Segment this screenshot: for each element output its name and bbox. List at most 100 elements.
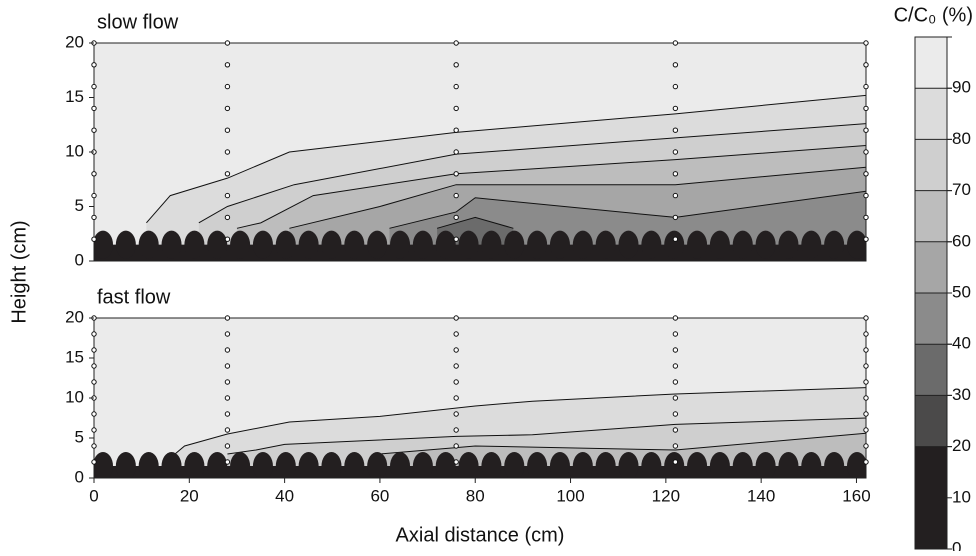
particle — [824, 230, 845, 259]
sample-point — [91, 411, 97, 417]
sample-point — [453, 411, 459, 417]
sample-point — [224, 236, 231, 242]
sample-point — [453, 105, 459, 112]
sample-point — [91, 363, 97, 369]
particle — [344, 452, 365, 478]
particle — [458, 452, 479, 478]
particle — [801, 230, 822, 259]
particle — [298, 230, 319, 259]
sample-point — [453, 171, 459, 177]
sample-point — [224, 427, 231, 433]
particle — [504, 230, 525, 259]
sample-point — [224, 315, 231, 321]
sample-point — [863, 459, 869, 465]
sample-point — [224, 411, 231, 417]
particle — [801, 452, 822, 478]
particle — [709, 230, 730, 259]
sample-point — [453, 83, 459, 90]
sample-point — [672, 127, 679, 133]
x-tick-label: 80 — [466, 486, 485, 505]
sample-point — [672, 347, 679, 353]
particle — [572, 230, 593, 259]
particle — [847, 230, 866, 259]
particle — [641, 230, 662, 259]
colorbar-band — [915, 395, 947, 447]
y-tick-label: 20 — [65, 32, 84, 51]
particle — [115, 452, 136, 478]
y-tick-label: 15 — [65, 347, 84, 366]
particle — [252, 230, 273, 259]
particle — [824, 452, 845, 478]
sample-point — [91, 427, 97, 433]
plot-area — [94, 318, 866, 478]
sample-point — [453, 363, 459, 369]
sample-point — [863, 40, 869, 46]
sample-point — [863, 363, 869, 369]
colorbar-band — [915, 88, 947, 140]
sample-point — [863, 427, 869, 433]
x-tick-label: 140 — [747, 486, 775, 505]
sample-point — [453, 214, 459, 221]
particle — [390, 230, 411, 259]
particle — [481, 452, 502, 478]
sample-point — [672, 331, 679, 337]
colorbar-tick-label: 80 — [952, 129, 971, 148]
contour-line — [436, 216, 514, 229]
sample-point — [224, 347, 231, 353]
contour-line — [379, 432, 866, 455]
particle — [275, 452, 296, 478]
x-tick-label: 120 — [652, 486, 680, 505]
particle — [687, 230, 708, 259]
sample-point — [224, 105, 231, 112]
particle — [298, 452, 319, 478]
colorbar-band — [915, 139, 947, 191]
sample-point — [863, 192, 869, 199]
sample-point — [224, 62, 231, 68]
sample-point — [672, 192, 679, 199]
particle — [412, 452, 433, 478]
x-tick-label: 100 — [556, 486, 584, 505]
sample-point — [672, 443, 679, 449]
particle — [252, 452, 273, 478]
sample-point — [224, 83, 231, 90]
particle — [527, 230, 548, 259]
sample-point — [224, 171, 231, 177]
sample-point — [672, 236, 679, 242]
particle — [595, 230, 616, 259]
particle — [94, 230, 113, 259]
sample-point — [453, 459, 459, 465]
particle — [367, 230, 388, 259]
y-axis-label: Height (cm) — [8, 220, 30, 323]
colorbar-band — [915, 344, 947, 396]
y-tick-label: 10 — [65, 141, 84, 160]
sample-point — [453, 192, 459, 199]
x-tick-label: 60 — [370, 486, 389, 505]
sample-point — [863, 395, 869, 401]
sample-point — [672, 427, 679, 433]
sample-point — [453, 149, 459, 155]
particle — [184, 452, 205, 478]
colorbar-band — [915, 293, 947, 345]
sample-point — [224, 149, 231, 155]
particle — [344, 230, 365, 259]
sample-point — [453, 395, 459, 401]
particle — [755, 452, 776, 478]
sample-point — [453, 427, 459, 433]
contour-line — [236, 144, 866, 229]
x-tick-label: 40 — [275, 486, 294, 505]
sample-point — [224, 363, 231, 369]
colorbar-title: C/C₀ (%) — [894, 4, 973, 26]
sample-point — [91, 62, 97, 68]
colorbar-band — [915, 190, 947, 242]
particle — [115, 230, 136, 259]
sample-point — [453, 331, 459, 337]
colorbar-tick-label: 30 — [952, 385, 971, 404]
sample-point — [91, 331, 97, 337]
particle — [549, 452, 570, 478]
x-axis-label: Axial distance (cm) — [396, 524, 565, 546]
particle — [664, 230, 685, 259]
sample-point — [91, 347, 97, 353]
colorbar-tick-label: 10 — [952, 487, 971, 506]
panel-title: slow flow — [97, 11, 179, 33]
